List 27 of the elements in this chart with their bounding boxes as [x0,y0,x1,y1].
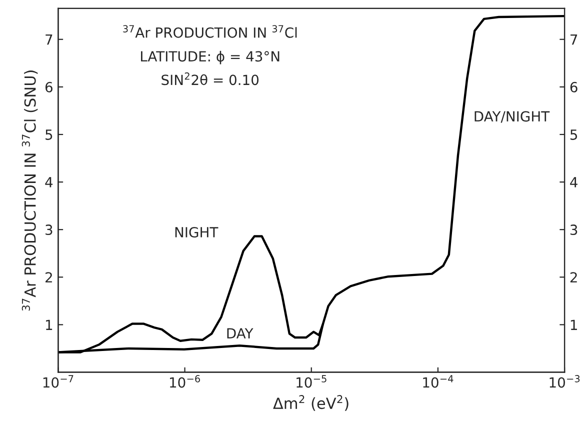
y2-tick-label: 6 [570,82,578,92]
y-tick-label: 3 [46,224,52,236]
y2-tick-label: 5 [570,130,578,140]
y-tick-label: 1 [46,320,52,330]
y-tick-label: 7 [46,34,52,45]
x-tick-label: 10$^{−7}$ [43,375,74,388]
y2-tick-label: 4 [570,177,578,188]
annotation: SIN$^{2}$2θ = 0.10 [162,72,259,86]
annotation: $^{37}$Ar PRODUCTION IN $^{37}$Cl [123,25,297,38]
y2-tick-label: 7 [570,34,578,45]
y2-tick-label: 2 [570,272,577,282]
x-axis-title: Δm$^{2}$ (eV$^{2}$) [273,395,348,411]
x-tick-label: 10$^{−4}$ [423,375,454,388]
y-tick-label: 4 [45,177,53,188]
y-tick-label: 2 [46,272,52,282]
annotation: LATITUDE: ϕ = 43°N [141,50,280,64]
annotation: DAY/NIGHT [474,111,550,123]
y-axis-title: $^{37}$Ar PRODUCTION IN $^{37}$Cl (SNU) [22,70,38,311]
y-tick-label: 5 [46,130,52,140]
text: NIGHT [175,226,218,238]
x-tick-label: 10$^{−5}$ [296,375,326,388]
y2-tick-label: 3 [570,224,578,236]
y2-tick-label: 1 [570,320,577,330]
y-tick-label: 6 [45,82,52,92]
x-tick-label: 10$^{−6}$ [170,375,200,388]
x-tick-label: 10$^{−3}$ [550,375,580,388]
series-label: DAY [227,328,254,338]
